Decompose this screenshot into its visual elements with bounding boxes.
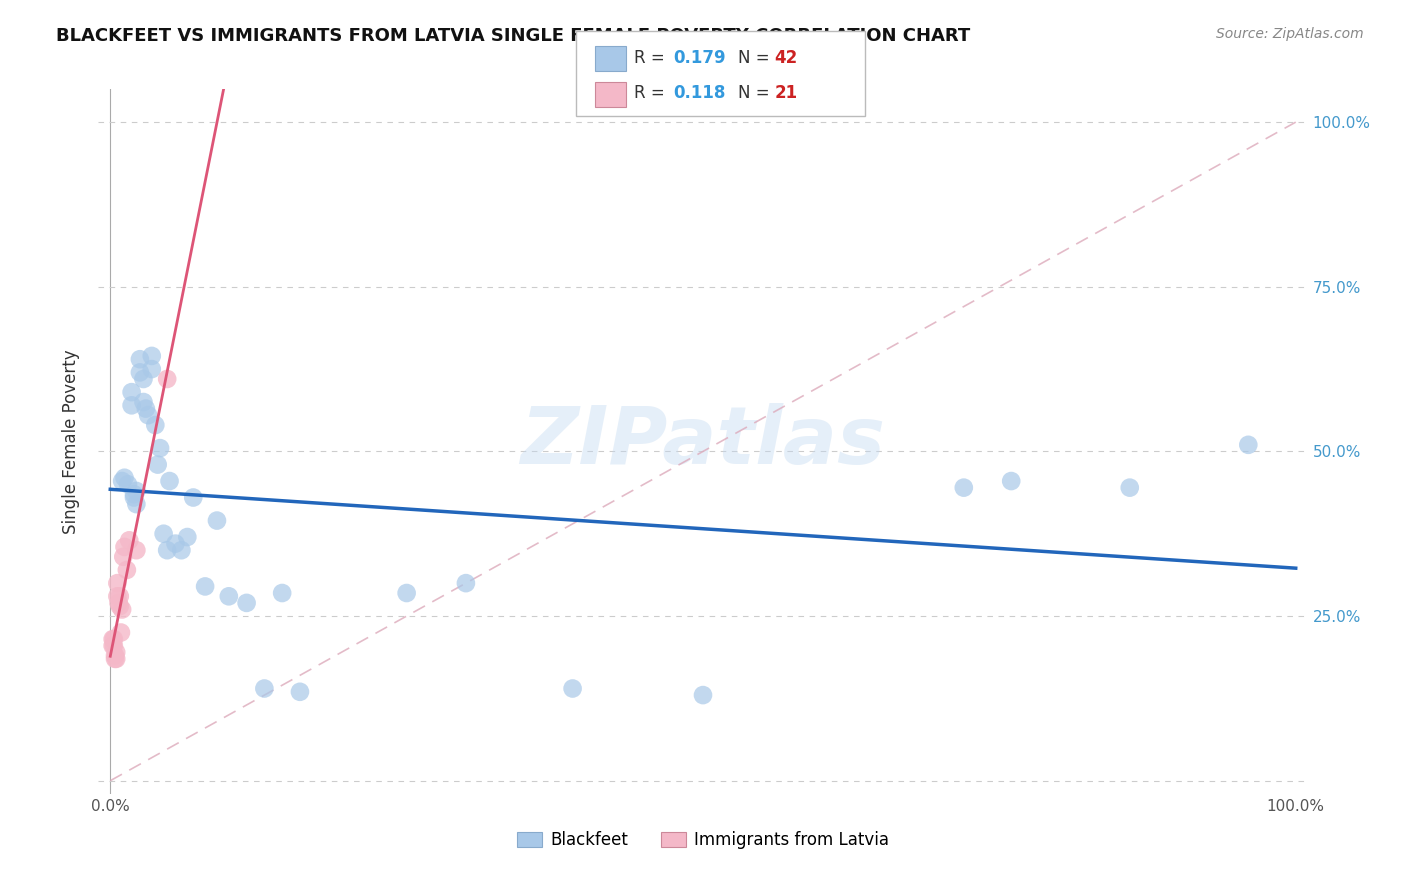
Point (111, 602, 134, 616)
Text: 0.118: 0.118 (673, 85, 725, 103)
Point (104, 648, 127, 663)
Point (107, 596, 129, 610)
Point (125, 497, 148, 511)
Point (152, 526, 174, 541)
Point (146, 458, 169, 472)
Point (288, 685, 311, 699)
Point (952, 481, 974, 495)
Point (108, 599, 131, 614)
Text: 21: 21 (775, 85, 797, 103)
Point (104, 652, 127, 666)
Point (395, 586, 418, 600)
Point (129, 352, 152, 367)
Point (181, 491, 204, 505)
Point (132, 395, 155, 409)
Point (105, 590, 128, 604)
Point (692, 688, 714, 702)
Point (235, 596, 257, 610)
Point (205, 514, 228, 528)
Point (117, 477, 139, 491)
Point (122, 487, 145, 501)
Point (105, 576, 128, 591)
Text: R =: R = (634, 85, 671, 103)
Point (165, 536, 187, 550)
Point (156, 372, 179, 386)
Point (129, 365, 152, 379)
Point (149, 441, 172, 455)
Point (122, 491, 145, 505)
Text: ZIPatlas: ZIPatlas (520, 402, 886, 481)
Point (136, 408, 159, 422)
Point (1119, 481, 1142, 495)
Point (170, 543, 193, 558)
Text: 42: 42 (775, 49, 799, 67)
Point (105, 652, 128, 666)
Point (101, 632, 124, 646)
Text: R =: R = (634, 49, 671, 67)
Point (135, 401, 157, 416)
Point (111, 474, 134, 488)
Point (110, 625, 132, 640)
Point (115, 563, 138, 577)
Point (103, 632, 125, 646)
Point (112, 549, 135, 564)
Point (141, 349, 163, 363)
Point (121, 398, 143, 412)
Point (176, 530, 198, 544)
Point (132, 372, 155, 386)
Point (141, 362, 163, 376)
Point (1237, 438, 1260, 452)
Text: BLACKFEET VS IMMIGRANTS FROM LATVIA SINGLE FEMALE POVERTY CORRELATION CHART: BLACKFEET VS IMMIGRANTS FROM LATVIA SING… (56, 27, 970, 45)
Point (156, 543, 179, 558)
Text: N =: N = (738, 49, 775, 67)
Point (253, 681, 276, 696)
Legend: Blackfeet, Immigrants from Latvia: Blackfeet, Immigrants from Latvia (510, 825, 896, 856)
Point (125, 543, 148, 558)
Point (121, 385, 143, 400)
Point (125, 483, 148, 498)
Text: Source: ZipAtlas.com: Source: ZipAtlas.com (1216, 27, 1364, 41)
Point (194, 579, 217, 593)
Y-axis label: Single Female Poverty: Single Female Poverty (62, 350, 80, 533)
Point (101, 639, 124, 653)
Point (118, 533, 141, 548)
Point (108, 590, 131, 604)
Point (143, 418, 166, 433)
Point (561, 681, 583, 696)
Point (114, 471, 136, 485)
Point (271, 586, 294, 600)
Point (103, 639, 125, 653)
Text: 0.179: 0.179 (673, 49, 725, 67)
Point (159, 474, 181, 488)
Point (218, 590, 240, 604)
Point (114, 540, 136, 554)
Point (105, 645, 128, 659)
Text: N =: N = (738, 85, 775, 103)
Point (1000, 474, 1022, 488)
Point (454, 576, 477, 591)
